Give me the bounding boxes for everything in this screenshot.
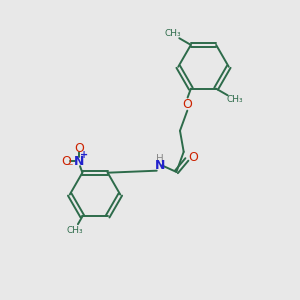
Text: N: N [155,159,166,172]
Text: CH₃: CH₃ [164,29,181,38]
Text: O: O [182,98,192,111]
Text: N: N [74,155,85,168]
Text: O: O [188,152,198,164]
Text: ⁻: ⁻ [66,161,73,174]
Text: +: + [80,151,88,160]
Text: CH₃: CH₃ [226,95,243,104]
Text: CH₃: CH₃ [67,226,83,235]
Text: H: H [156,154,164,164]
Text: O: O [74,142,84,155]
Text: O: O [62,155,72,168]
